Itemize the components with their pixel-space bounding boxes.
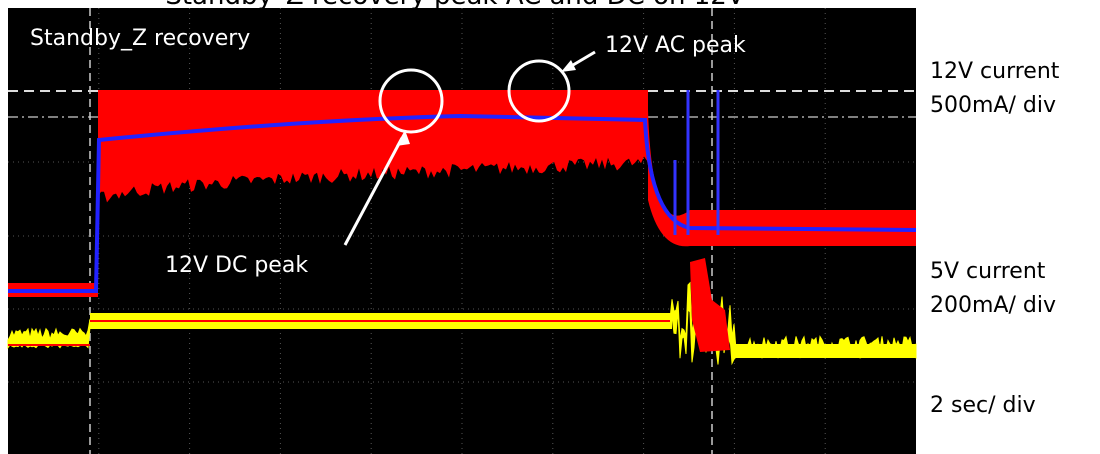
scope-capture: Standby_Z recovery peak AC and DC on 12V… [0,0,1100,454]
annotation: 12V DC peak [165,253,308,278]
channel-name: 5V current [930,259,1046,284]
channel-name: 12V current [930,59,1060,84]
annotation: 12V AC peak [605,33,746,58]
trace-5v-band [735,344,916,358]
channel-scale: 500mA/ div [930,93,1056,118]
timebase: 2 sec/ div [930,393,1036,418]
channel-scale: 200mA/ div [930,293,1056,318]
screen-label: Standby_Z recovery [30,26,250,51]
